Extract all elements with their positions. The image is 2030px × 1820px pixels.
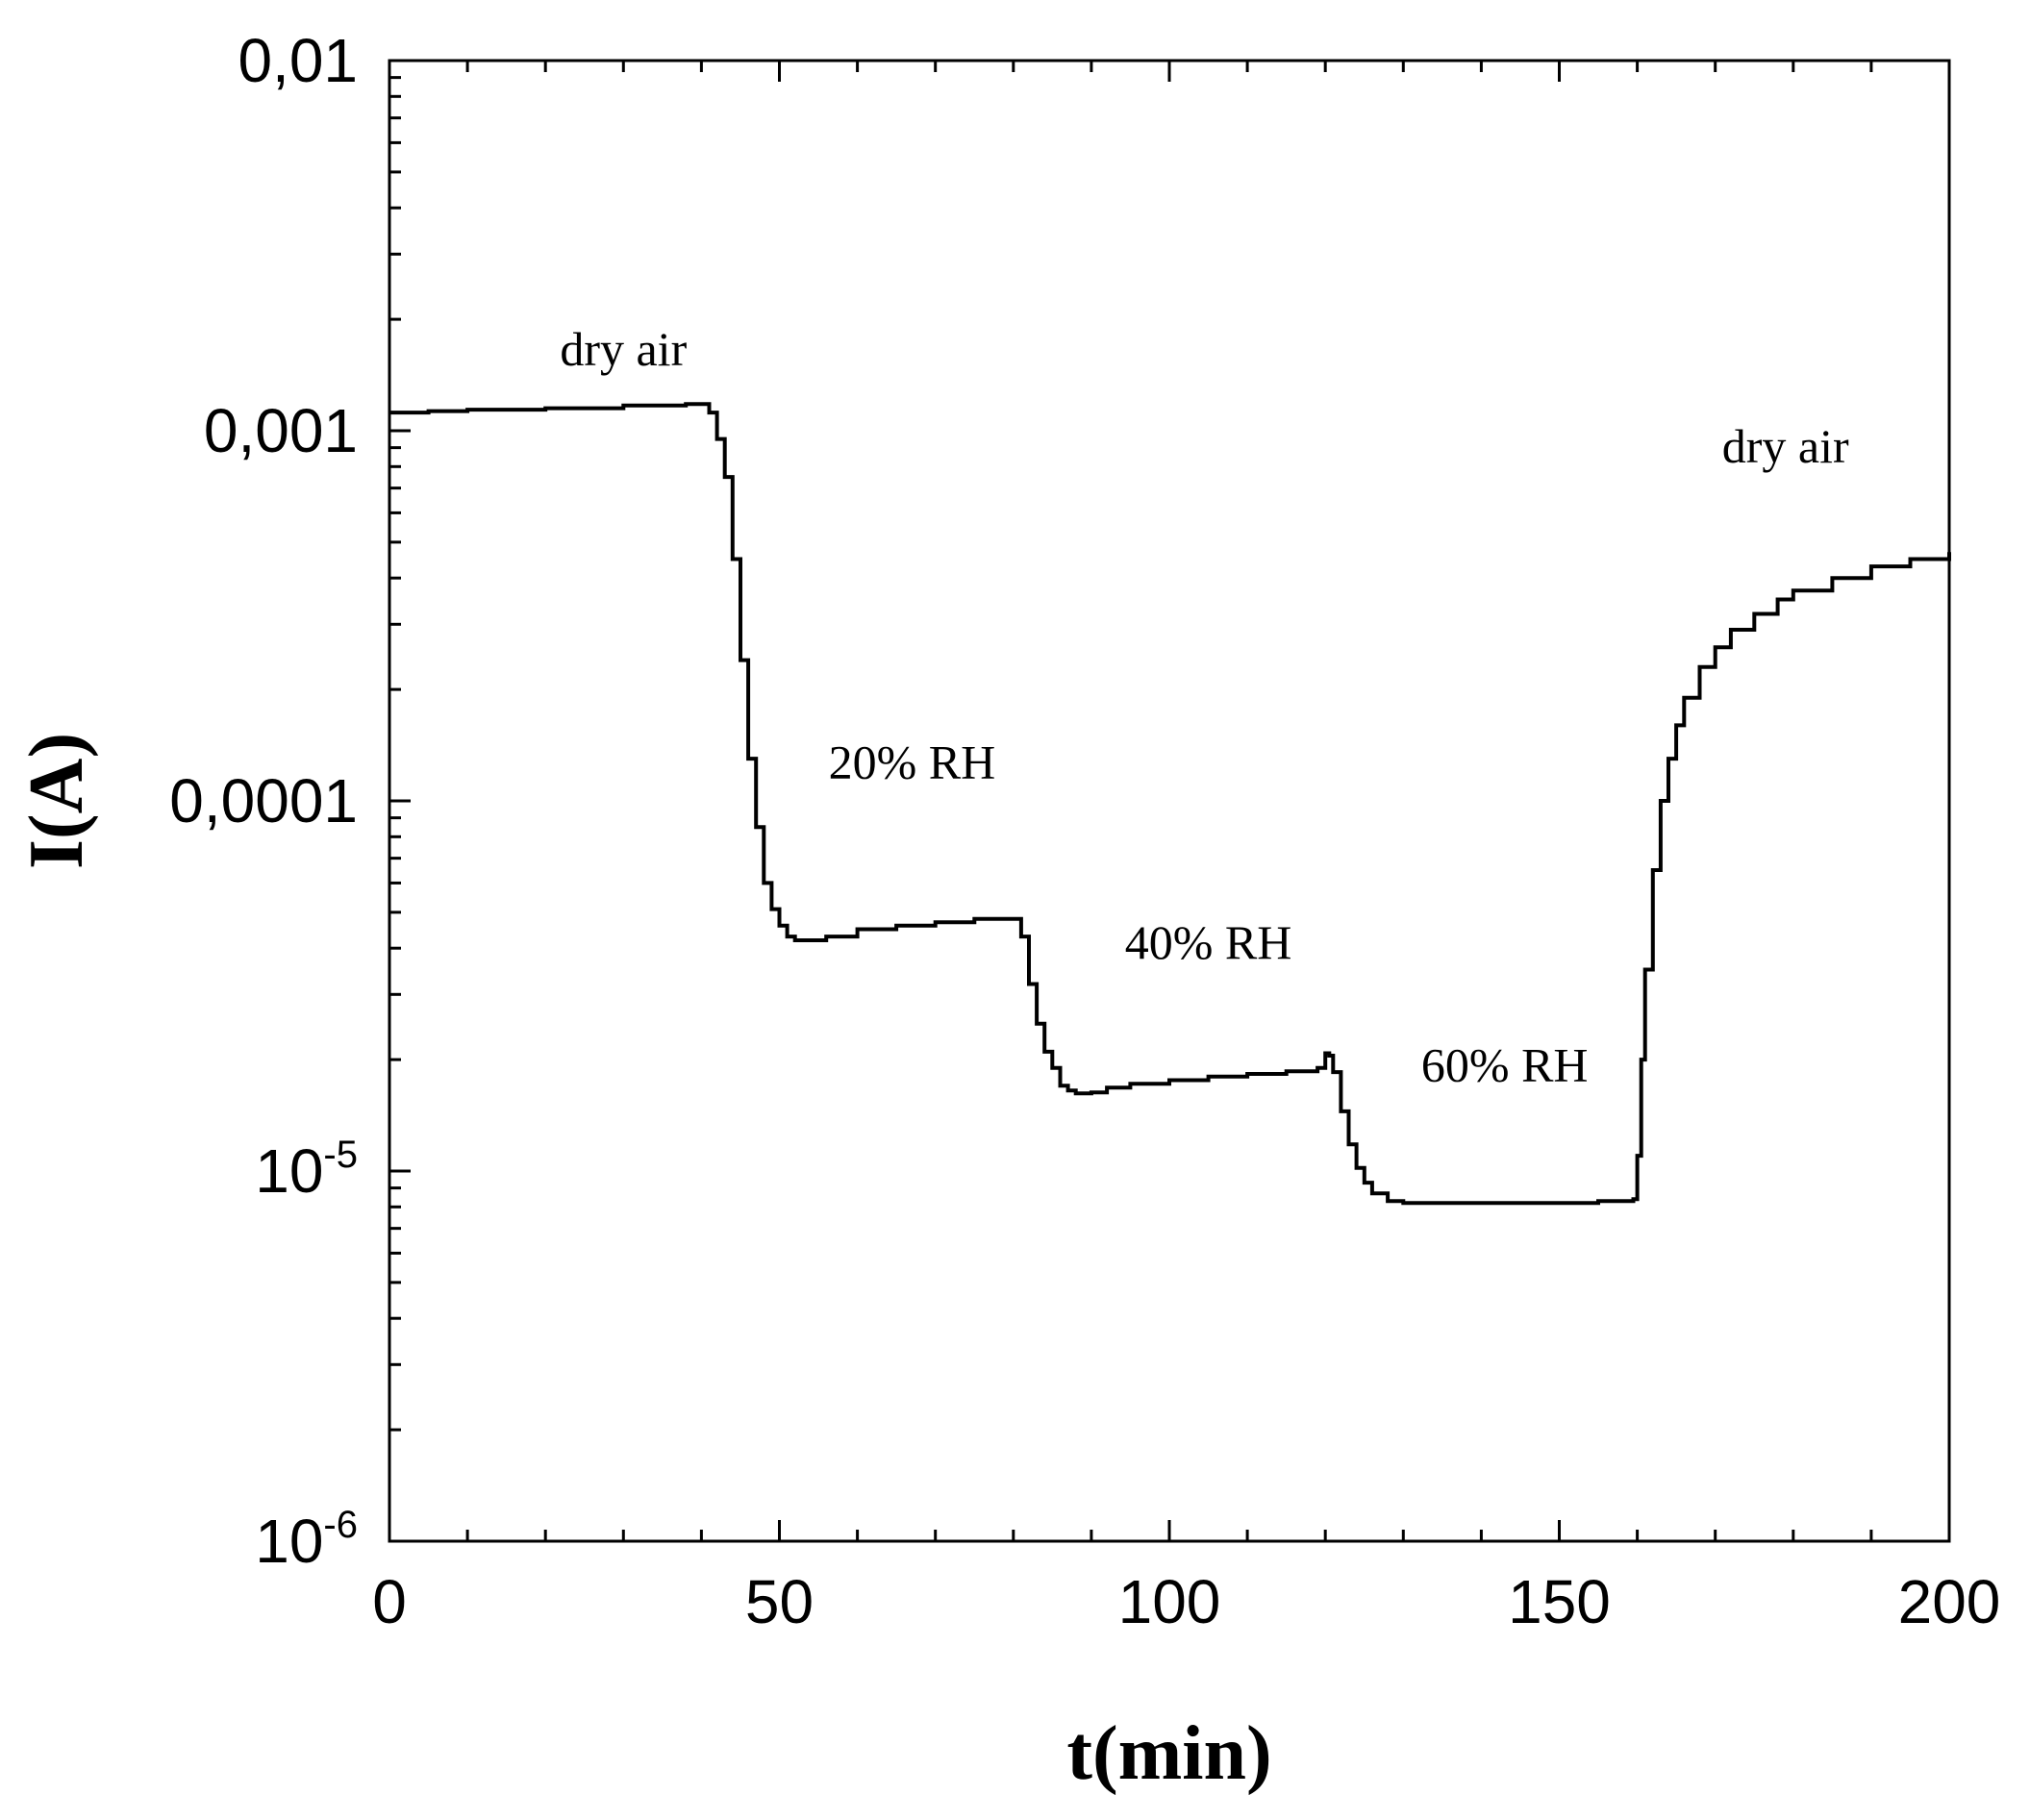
y-tick-label: 10-6: [255, 1504, 358, 1576]
y-tick-label-base: 10: [255, 1507, 323, 1576]
x-tick-label: 150: [1508, 1567, 1611, 1636]
y-tick-label-exponent: -5: [323, 1134, 358, 1176]
plot-frame: [388, 59, 1951, 1543]
y-tick-label: 10-5: [255, 1134, 358, 1206]
x-tick-label: 50: [745, 1567, 814, 1636]
y-tick-label-base: 0,01: [238, 26, 358, 95]
condition-annotation: 40% RH: [1125, 915, 1292, 969]
y-axis-title: I(A): [14, 733, 99, 869]
y-tick-label-base: 0,001: [204, 396, 358, 465]
x-axis-title: t(min): [1066, 1711, 1271, 1796]
y-tick-label-exponent: -6: [323, 1504, 358, 1546]
y-tick-label-base: 0,0001: [169, 766, 358, 835]
y-tick-label: 0,01: [238, 26, 358, 95]
series-line: [389, 402, 1951, 1206]
x-tick-label: 200: [1898, 1567, 2001, 1636]
x-axis-ticks: 0 50 100 150 200: [372, 61, 2000, 1636]
y-tick-label: 0,001: [204, 396, 358, 465]
condition-annotation: 60% RH: [1421, 1037, 1589, 1091]
x-tick-label: 0: [372, 1567, 407, 1636]
series-layer: [389, 402, 1951, 1206]
y-tick-label-base: 10: [255, 1136, 323, 1206]
condition-annotation: dry air: [560, 322, 687, 376]
y-tick-label: 0,0001: [169, 766, 358, 835]
x-tick-label: 100: [1118, 1567, 1221, 1636]
annotations-layer: dry air 20% RH 40% RH 60% RH dry air: [560, 322, 1849, 1091]
condition-annotation: 20% RH: [829, 735, 996, 789]
condition-annotation: dry air: [1722, 419, 1849, 473]
